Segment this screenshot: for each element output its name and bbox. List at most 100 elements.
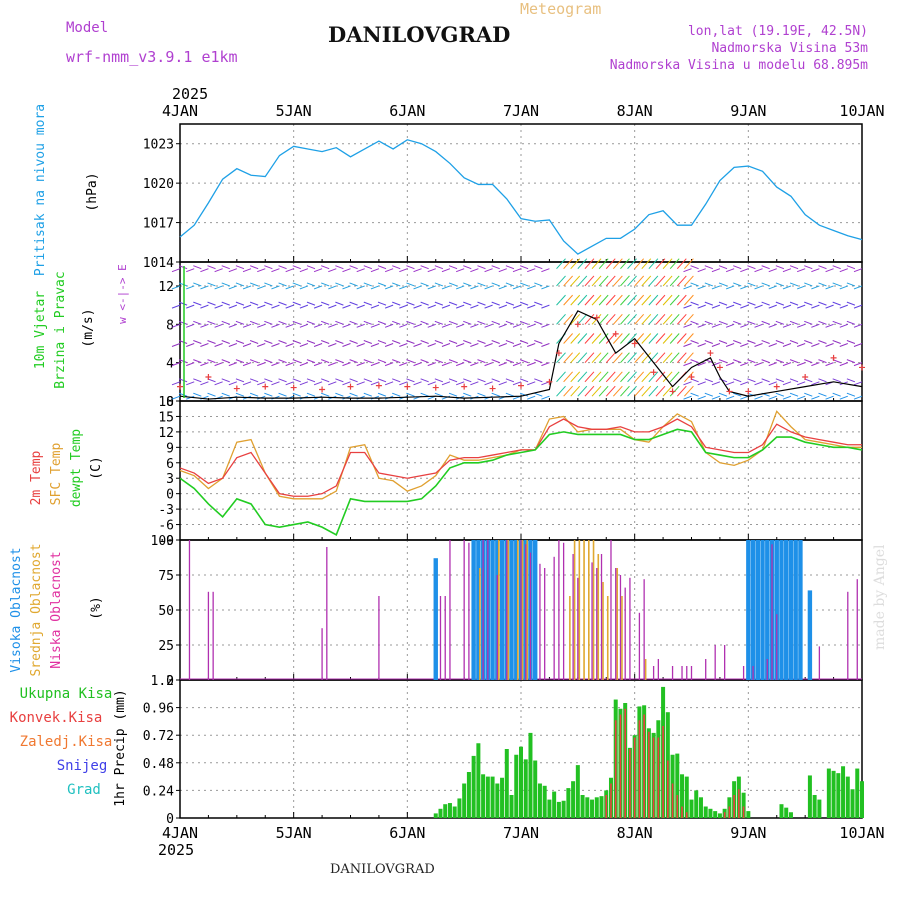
wind-barb — [299, 285, 309, 290]
wind-barb — [313, 268, 323, 273]
precip-conv-bar — [629, 749, 631, 818]
wind-barb — [448, 265, 458, 270]
wind-barb — [761, 320, 770, 325]
precip-conv-bar — [614, 720, 617, 818]
wind-barb — [577, 385, 588, 397]
gust-marker — [773, 383, 780, 390]
wind-barb — [214, 323, 223, 328]
wind-barb — [634, 371, 645, 383]
wind-barb — [620, 294, 630, 306]
wind-barb — [839, 268, 848, 273]
y-tick-label: 25 — [158, 639, 174, 654]
wind-barb — [761, 265, 770, 270]
wind-barb — [406, 359, 415, 364]
wind-barb — [264, 378, 273, 383]
wind-barb — [740, 381, 749, 386]
wind-barb — [782, 395, 792, 400]
wind-barb — [662, 385, 673, 397]
wind-barb — [406, 320, 415, 325]
wind-barb — [186, 304, 195, 309]
wind-barb — [427, 304, 436, 309]
wind-barb — [171, 304, 181, 309]
precip-conv-bar — [738, 789, 740, 818]
high-cloud-bar — [788, 540, 794, 680]
wind-barb — [591, 352, 602, 363]
wind-barb — [455, 381, 465, 386]
wind-barb — [725, 343, 735, 347]
wind-unit: (m/s) — [81, 308, 96, 347]
wind-barb — [612, 385, 623, 397]
wind-barb — [789, 301, 799, 306]
wind-barb — [420, 282, 429, 287]
wind-barb — [541, 268, 550, 273]
wind-barb — [193, 359, 202, 364]
precip-total-bar — [807, 775, 812, 818]
gust-marker — [612, 330, 619, 337]
wind-barb — [512, 343, 522, 347]
wind-barb — [178, 378, 188, 383]
wind-barb — [853, 395, 863, 400]
gust-marker — [669, 388, 676, 395]
wind-barb — [768, 304, 777, 309]
wind-barb — [690, 301, 699, 306]
wind-barb — [768, 323, 777, 328]
wind-barb — [846, 265, 856, 270]
wind-barb — [655, 385, 666, 397]
precip-total-bar — [528, 732, 533, 818]
pressure-line — [179, 139, 863, 255]
precip-total-bar — [523, 759, 528, 818]
x-tick-label-top: 10JAN — [839, 102, 884, 120]
wind-barb — [321, 282, 330, 287]
wind-barb — [242, 323, 252, 328]
wind-barb — [598, 258, 609, 270]
wind-barb — [796, 362, 806, 367]
wind-barb — [775, 301, 785, 306]
wind-barb — [420, 301, 429, 306]
high-cloud-bar — [514, 540, 519, 680]
wind-barb — [328, 381, 337, 386]
wind-barb — [733, 320, 742, 325]
wind-barb — [825, 362, 834, 367]
wind-barb — [846, 301, 856, 306]
wind-barb — [491, 378, 500, 383]
wind-barb — [704, 378, 713, 383]
wind-barb — [200, 362, 209, 367]
gust-marker — [707, 350, 714, 357]
wind-barb — [775, 340, 785, 344]
gust-marker — [830, 354, 837, 361]
x-tick-label-bottom: 4JAN — [162, 824, 198, 842]
wind-barb — [171, 285, 181, 290]
wind-barb — [349, 265, 358, 270]
precip-total-bar — [561, 800, 566, 818]
model-elevation-label: Nadmorska Visina u modelu 68.895m — [609, 58, 868, 73]
high-cloud-bar — [746, 540, 751, 680]
wind-barb — [200, 343, 209, 347]
wind-barb — [406, 265, 415, 270]
wind-barb — [563, 294, 573, 306]
wind-barb — [612, 371, 623, 383]
wind-barb — [733, 282, 742, 287]
wind-barb — [221, 282, 230, 287]
x-tick-label-bottom: 7JAN — [503, 824, 539, 842]
wind-barb — [463, 378, 472, 383]
wind-barb — [612, 352, 623, 363]
wind-barb — [556, 385, 566, 397]
precip-conv-bar — [667, 760, 669, 818]
high-cloud-bar — [471, 540, 476, 680]
wind-barb — [846, 378, 856, 383]
wind-barb — [627, 371, 637, 383]
wind-barb — [477, 340, 486, 344]
gust-marker — [489, 385, 496, 392]
wind-barb — [406, 392, 415, 397]
gust-marker — [461, 383, 468, 390]
wind-barb — [718, 320, 728, 325]
sfc-ylabel: SFC Temp — [49, 443, 64, 506]
gust-marker — [233, 385, 240, 392]
wind-barb — [796, 285, 806, 290]
wind-barb — [825, 323, 834, 328]
wind-barb — [491, 282, 500, 287]
y-tick-label: -9 — [158, 534, 174, 549]
wind-barb — [754, 362, 763, 367]
wind-barb — [342, 362, 351, 367]
wind-barb — [257, 381, 266, 386]
